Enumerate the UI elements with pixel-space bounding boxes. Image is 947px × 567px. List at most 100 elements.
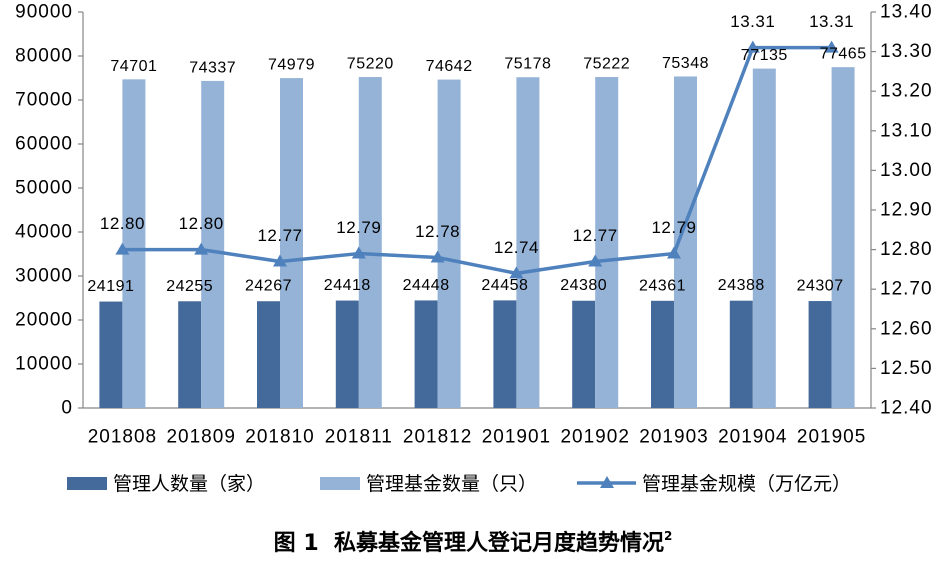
data-label-scale: 12.77 (573, 226, 618, 245)
data-labels: 24191 24255 24267 24418 24448 24458 24380 24361… (87, 12, 866, 295)
legend-label-managers: 管理人数量（家） (113, 473, 265, 495)
chart-title: 图 1 私募基金管理人登记月度趋势情况2 (274, 529, 673, 556)
data-label-scale: 12.79 (336, 218, 381, 237)
bar-funds (516, 77, 540, 408)
y-right-tick-label: 12.70 (880, 279, 933, 300)
y-left-tick-label: 90000 (15, 2, 73, 23)
y-left-tick-label: 0 (61, 398, 73, 419)
y-right-tick-label: 13.00 (880, 160, 933, 181)
data-label-managers: 24191 (87, 278, 134, 295)
chart-title-text: 图 1 私募基金管理人登记月度趋势情况 (274, 530, 664, 556)
legend-item-scale: 管理基金规模（万亿元） (577, 473, 851, 495)
bar-funds (752, 68, 776, 408)
y-left-tick-label: 20000 (15, 310, 73, 331)
data-label-funds: 74337 (189, 59, 236, 76)
data-label-managers: 24458 (481, 277, 528, 294)
legend-swatch-managers (67, 477, 107, 490)
x-tick-label: 201809 (166, 427, 235, 448)
y-left-tick-label: 50000 (15, 178, 73, 199)
x-tick-label: 201902 (560, 427, 629, 448)
data-label-managers: 24448 (403, 277, 450, 294)
data-label-scale: 12.79 (651, 218, 696, 237)
legend-swatch-funds (320, 477, 360, 490)
data-label-funds: 77135 (741, 47, 788, 64)
y-left-tick-label: 80000 (15, 46, 73, 67)
data-label-funds: 75222 (583, 56, 630, 73)
data-label-scale: 13.31 (730, 12, 775, 31)
x-tick-label: 201808 (88, 427, 157, 448)
y-right-tick-label: 13.10 (880, 120, 933, 141)
line-marker-scale (588, 254, 603, 267)
line-marker-scale (273, 254, 287, 267)
y-right-tick-label: 12.90 (880, 200, 933, 221)
line-marker-scale (430, 250, 445, 263)
x-tick-label: 201812 (403, 427, 472, 448)
data-label-funds: 75178 (504, 56, 551, 73)
bar-managers (729, 300, 753, 408)
bar-funds (674, 76, 697, 408)
chart-title-superscript: 2 (664, 529, 672, 543)
y-right-tick-label: 12.80 (880, 239, 933, 260)
data-label-managers: 24380 (560, 277, 607, 294)
x-tick-label: 201901 (482, 427, 551, 448)
line-marker-scale (509, 266, 524, 279)
line-marker-scale (667, 246, 681, 259)
data-label-scale: 12.80 (100, 214, 145, 233)
legend-item-funds: 管理基金数量（只） (320, 473, 537, 495)
data-label-funds: 74979 (268, 57, 315, 74)
legend-label-scale: 管理基金规模（万亿元） (642, 473, 851, 495)
data-label-managers: 24255 (166, 278, 213, 295)
bar-managers (257, 301, 280, 408)
y-right-tick-label: 12.50 (880, 358, 933, 379)
line-marker-scale (115, 242, 130, 255)
legend-item-managers: 管理人数量（家） (67, 473, 265, 495)
data-label-managers: 24267 (245, 278, 292, 295)
y-left-tick-label: 10000 (15, 354, 73, 375)
data-label-scale: 12.74 (494, 238, 539, 257)
y-right-tick-label: 12.40 (880, 398, 933, 419)
y-left-tick-label: 30000 (15, 266, 73, 287)
y-right-tick-label: 13.20 (880, 81, 933, 102)
bar-funds (201, 80, 225, 408)
line-marker-scale (745, 40, 760, 53)
x-tick-label: 201810 (245, 427, 314, 448)
data-label-funds: 74642 (426, 58, 473, 75)
x-tick-label: 201905 (797, 427, 866, 448)
data-label-scale: 12.78 (415, 222, 460, 241)
bar-managers (99, 301, 123, 408)
bar-funds (280, 78, 303, 408)
legend: 管理人数量（家） 管理基金数量（只） 管理基金规模（万亿元） (67, 473, 851, 495)
bar-managers (414, 300, 438, 408)
line-marker-scale (824, 40, 839, 53)
line-marker-scale (351, 246, 366, 259)
y-left-tick-label: 70000 (15, 90, 73, 111)
data-label-scale: 13.31 (809, 12, 854, 31)
data-label-managers: 24388 (718, 277, 765, 294)
bar-managers (651, 300, 674, 408)
y-left-tick-label: 60000 (15, 134, 73, 155)
y-right-tick-label: 12.60 (880, 318, 933, 339)
line-marker-scale (194, 242, 209, 255)
x-tick-label: 201904 (718, 427, 787, 448)
data-label-scale: 12.77 (257, 226, 302, 245)
line-series (115, 40, 839, 279)
bar-funds (831, 67, 855, 409)
bar-funds (358, 77, 382, 409)
bar-funds (122, 79, 146, 408)
bar-managers (178, 301, 202, 408)
y-right-tick-label: 13.30 (880, 41, 933, 62)
bar-managers (572, 300, 596, 408)
data-label-funds: 75348 (662, 55, 709, 72)
data-label-managers: 24418 (324, 277, 371, 294)
y-left-tick-label: 40000 (15, 222, 73, 243)
data-label-funds: 75220 (347, 56, 394, 73)
x-tick-label: 201811 (325, 427, 393, 448)
legend-swatch-scale-marker (600, 476, 614, 488)
bar-managers (808, 301, 832, 408)
bars (99, 67, 855, 409)
data-label-scale: 12.80 (179, 214, 224, 233)
series-line-scale (122, 45, 832, 276)
axes: 0 10000 20000 30000 40000 50000 60000 70000 8000… (15, 2, 933, 448)
bar-managers (493, 300, 517, 408)
